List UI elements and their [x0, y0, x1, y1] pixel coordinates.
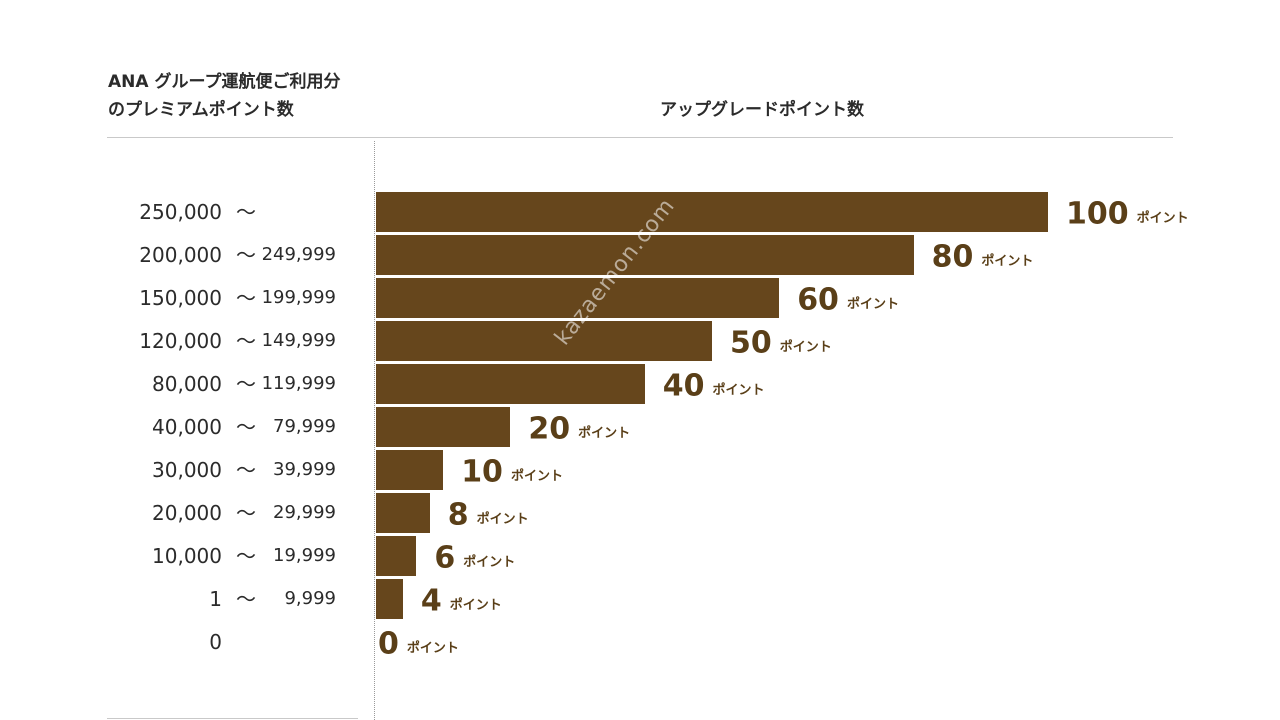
bar-value-unit: ポイント	[981, 253, 1034, 269]
bar-60-points	[376, 278, 780, 318]
range-to-label: 199,999	[261, 287, 336, 308]
bar-value-label: 4 ポイント	[421, 581, 502, 621]
bar-value-unit: ポイント	[578, 425, 631, 441]
range-from-label: 20,000	[152, 501, 222, 525]
range-to-label: 9,999	[284, 588, 336, 609]
bar-value-number: 80	[931, 239, 974, 275]
range-to-label: 39,999	[273, 459, 336, 480]
bar-value-label: 8 ポイント	[448, 495, 529, 535]
range-tilde: 〜	[236, 501, 256, 525]
bar-value-number: 50	[730, 325, 772, 361]
range-tilde: 〜	[236, 587, 256, 611]
premium-points-header: ANA グループ運航便ご利用分 のプレミアムポイント数	[108, 68, 378, 124]
premium-points-header-line1: ANA グループ運航便ご利用分	[108, 72, 341, 92]
bar-value-label: 0 ポイント	[378, 624, 459, 664]
bar-value-label: 60 ポイント	[797, 280, 899, 320]
bar-value-unit: ポイント	[449, 597, 502, 613]
bar-value-label: 50 ポイント	[730, 323, 832, 363]
bar-value-unit: ポイント	[510, 468, 563, 484]
bar-value-label: 80 ポイント	[932, 237, 1034, 277]
bar-value-number: 60	[797, 282, 839, 318]
range-from-label: 80,000	[152, 372, 222, 396]
range-tilde: 〜	[236, 458, 256, 482]
bar-value-unit: ポイント	[406, 640, 459, 656]
bar-value-label: 6 ポイント	[434, 538, 515, 578]
range-from-label: 40,000	[152, 415, 222, 439]
bar-value-label: 10 ポイント	[461, 452, 563, 492]
range-to-label: 79,999	[273, 416, 336, 437]
bar-20-points	[376, 407, 511, 447]
range-from-label: 30,000	[152, 458, 222, 482]
range-tilde: 〜	[236, 544, 256, 568]
bar-value-number: 20	[528, 411, 571, 447]
range-tilde: 〜	[236, 200, 256, 224]
range-to-label: 249,999	[261, 244, 336, 265]
bar-6-points	[376, 536, 417, 576]
bottom-rule	[107, 718, 358, 719]
range-tilde: 〜	[236, 286, 256, 310]
bar-value-label: 100 ポイント	[1066, 194, 1189, 234]
range-to-label: 119,999	[261, 373, 336, 394]
bar-value-number: 8	[447, 497, 469, 533]
range-tilde: 〜	[236, 329, 256, 353]
bar-10-points	[376, 450, 444, 490]
range-tilde: 〜	[236, 372, 256, 396]
range-from-label: 10,000	[152, 544, 222, 568]
bar-value-number: 0	[378, 626, 399, 662]
bar-value-number: 100	[1066, 196, 1129, 232]
range-from-label: 250,000	[139, 200, 222, 224]
bar-100-points	[376, 192, 1048, 232]
bar-value-number: 4	[420, 583, 442, 619]
column-divider	[374, 141, 375, 720]
range-from-label: 150,000	[139, 286, 222, 310]
bar-40-points	[376, 364, 645, 404]
header-divider-line	[107, 137, 1173, 138]
bar-4-points	[376, 579, 403, 619]
bar-value-unit: ポイント	[476, 511, 529, 527]
bar-value-number: 40	[662, 368, 705, 404]
bar-value-number: 10	[461, 454, 503, 490]
range-from-label: 0	[209, 630, 222, 654]
bar-value-number: 6	[434, 540, 456, 576]
bar-value-label: 20 ポイント	[528, 409, 630, 449]
bar-value-unit: ポイント	[1136, 210, 1189, 226]
bar-80-points	[376, 235, 914, 275]
range-tilde: 〜	[236, 243, 256, 267]
range-from-label: 200,000	[139, 243, 222, 267]
bar-value-unit: ポイント	[712, 382, 765, 398]
range-tilde: 〜	[236, 415, 256, 439]
range-to-label: 19,999	[273, 545, 336, 566]
bar-value-label: 40 ポイント	[663, 366, 765, 406]
range-to-label: 149,999	[261, 330, 336, 351]
bar-value-unit: ポイント	[463, 554, 516, 570]
range-from-label: 120,000	[139, 329, 222, 353]
range-from-label: 1	[209, 587, 222, 611]
bar-value-unit: ポイント	[779, 339, 832, 355]
bar-50-points	[376, 321, 712, 361]
upgrade-points-header: アップグレードポイント数	[660, 100, 864, 120]
premium-points-header-line2: のプレミアムポイント数	[108, 100, 294, 120]
bar-8-points	[376, 493, 430, 533]
range-to-label: 29,999	[273, 502, 336, 523]
bar-value-unit: ポイント	[846, 296, 899, 312]
